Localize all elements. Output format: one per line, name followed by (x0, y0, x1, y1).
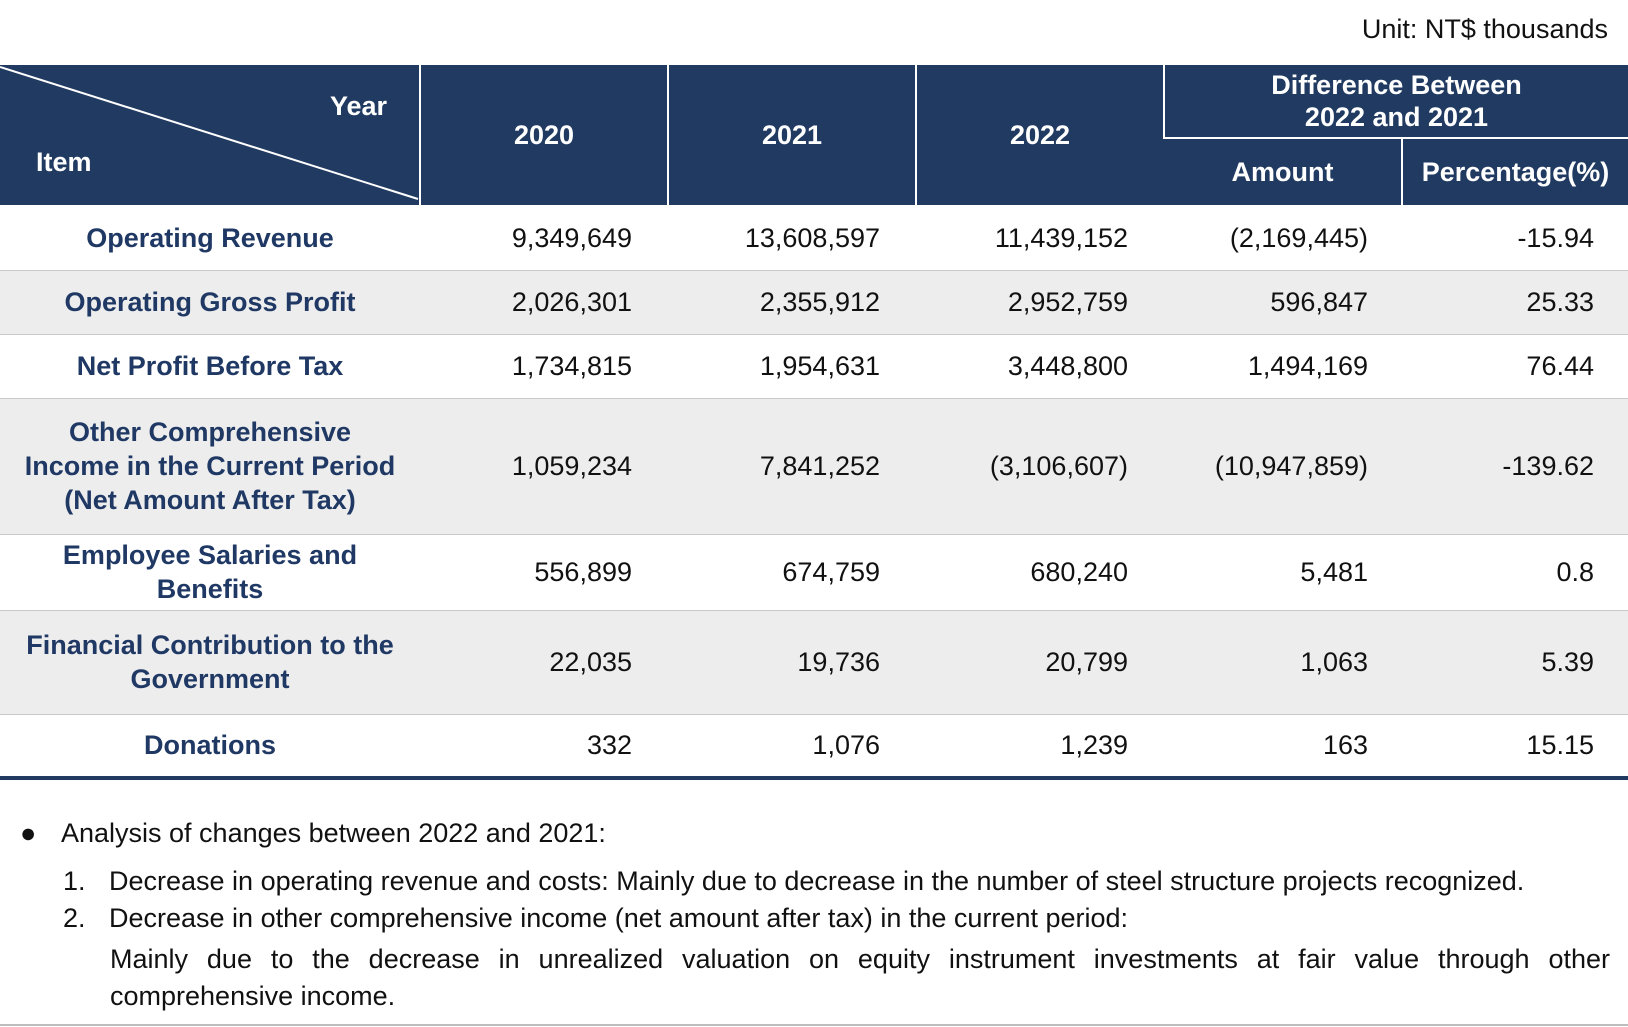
table-body: Operating Revenue 9,349,649 13,608,597 11,4… (0, 206, 1628, 780)
value-amount: 1,063 (1164, 610, 1402, 715)
column-header-amount: Amount (1164, 138, 1402, 207)
financial-summary-table: Year Item 2020 2021 2022 Difference Betw… (0, 65, 1628, 780)
value-2022: 680,240 (916, 534, 1164, 611)
difference-header: Difference Between 2022 and 2021 (1163, 65, 1628, 139)
table-row: Donations 332 1,076 1,239 163 15.15 (0, 714, 1628, 780)
row-label: Operating Revenue (0, 206, 420, 271)
row-label-line: Benefits (156, 574, 264, 604)
value-2020: 9,349,649 (420, 206, 668, 271)
row-label: Financial Contribution to the Government (0, 610, 420, 715)
table-header: Year Item 2020 2021 2022 Difference Betw… (0, 65, 1628, 207)
value-2020: 556,899 (420, 534, 668, 611)
row-label: Donations (0, 714, 420, 780)
value-2020: 1,059,234 (420, 398, 668, 535)
value-2021: 1,954,631 (668, 334, 916, 399)
table-row: Financial Contribution to the Government 2… (0, 610, 1628, 715)
value-2021: 2,355,912 (668, 270, 916, 335)
value-2022: 3,448,800 (916, 334, 1164, 399)
row-label-line: Income in the Current Period (24, 451, 396, 481)
row-label-line: (Net Amount After Tax) (64, 485, 356, 515)
year-header-label: Year (329, 91, 387, 121)
value-2021: 13,608,597 (668, 206, 916, 271)
bottom-rule (0, 1024, 1628, 1026)
analysis-item-1-text: Decrease in operating revenue and costs:… (109, 866, 1525, 896)
difference-header-line2: 2022 and 2021 (1304, 102, 1489, 132)
value-amount: 1,494,169 (1164, 334, 1402, 399)
analysis-heading: Analysis of changes between 2022 and 202… (61, 818, 606, 848)
analysis-item-2-detail: Mainly due to the decrease in unrealized… (110, 944, 1610, 1011)
value-2021: 1,076 (668, 714, 916, 780)
column-header-percentage: Percentage(%) (1401, 138, 1628, 207)
bullet-icon: ● (20, 818, 37, 848)
table-row: Net Profit Before Tax 1,734,815 1,954,631 3… (0, 334, 1628, 399)
value-2022: 20,799 (916, 610, 1164, 715)
analysis-item-1-number: 1. (63, 866, 86, 896)
analysis-item-2-number: 2. (63, 903, 86, 933)
value-2020: 22,035 (420, 610, 668, 715)
value-percentage: 15.15 (1402, 714, 1628, 780)
row-label-line: Employee Salaries and (62, 540, 358, 570)
column-header-2021: 2021 (667, 65, 916, 207)
value-2021: 7,841,252 (668, 398, 916, 535)
value-2022: 2,952,759 (916, 270, 1164, 335)
value-2020: 2,026,301 (420, 270, 668, 335)
value-2020: 1,734,815 (420, 334, 668, 399)
value-amount: 163 (1164, 714, 1402, 780)
column-header-2022: 2022 (915, 65, 1164, 207)
value-amount: (2,169,445) (1164, 206, 1402, 271)
value-amount: 5,481 (1164, 534, 1402, 611)
value-amount: (10,947,859) (1164, 398, 1402, 535)
unit-label: Unit: NT$ thousands (1361, 14, 1608, 44)
diagonal-divider (0, 66, 419, 200)
table-row: Operating Revenue 9,349,649 13,608,597 11,4… (0, 206, 1628, 271)
row-label: Employee Salaries and Benefits (0, 534, 420, 611)
row-label: Other Comprehensive Income in the Current… (0, 398, 420, 535)
corner-header-cell: Year Item (0, 65, 420, 207)
row-label-line: Donations (144, 730, 276, 761)
value-percentage: 76.44 (1402, 334, 1628, 399)
row-label-line: Other Comprehensive (68, 417, 352, 447)
value-percentage: -139.62 (1402, 398, 1628, 535)
table-row: Employee Salaries and Benefits 556,899 674,… (0, 534, 1628, 611)
table-row: Other Comprehensive Income in the Current… (0, 398, 1628, 535)
analysis-item-2-text: Decrease in other comprehensive income (… (109, 903, 1129, 933)
row-label: Operating Gross Profit (0, 270, 420, 335)
value-percentage: 5.39 (1402, 610, 1628, 715)
value-2021: 674,759 (668, 534, 916, 611)
row-label-line: Operating Gross Profit (64, 287, 356, 317)
row-label-line: Operating Revenue (86, 223, 334, 254)
row-label-line: Government (130, 664, 290, 694)
difference-header-line1: Difference Between (1271, 70, 1522, 100)
analysis-bullet: ● (20, 818, 60, 849)
table-row: Operating Gross Profit 2,026,301 2,355,912… (0, 270, 1628, 335)
row-label: Net Profit Before Tax (0, 334, 420, 399)
column-header-2020: 2020 (419, 65, 668, 207)
row-label-line: Net Profit Before Tax (76, 351, 344, 381)
value-percentage: 25.33 (1402, 270, 1628, 335)
value-percentage: 0.8 (1402, 534, 1628, 611)
value-amount: 596,847 (1164, 270, 1402, 335)
analysis-item-1: 1. Decrease in operating revenue and cost… (63, 866, 1524, 897)
value-2022: 1,239 (916, 714, 1164, 780)
value-2020: 332 (420, 714, 668, 780)
item-header-label: Item (36, 147, 92, 177)
value-2021: 19,736 (668, 610, 916, 715)
value-2022: (3,106,607) (916, 398, 1164, 535)
value-percentage: -15.94 (1402, 206, 1628, 271)
value-2022: 11,439,152 (916, 206, 1164, 271)
row-label-line: Financial Contribution to the (26, 630, 394, 660)
analysis-item-2: 2. Decrease in other comprehensive income… (63, 903, 1128, 934)
